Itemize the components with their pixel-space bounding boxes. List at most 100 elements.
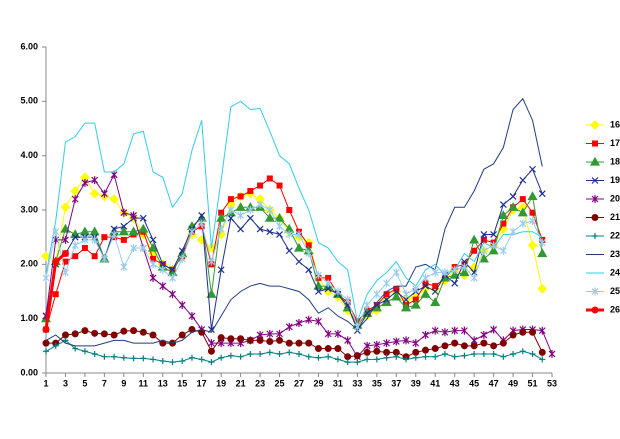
- point: [383, 279, 391, 288]
- x-tick-label: 27: [294, 378, 304, 388]
- point: [344, 336, 352, 345]
- legend-marker: [590, 120, 600, 130]
- legend-label: 25: [610, 286, 620, 296]
- point: [159, 260, 167, 268]
- point: [206, 289, 217, 298]
- point: [120, 354, 127, 361]
- point: [422, 330, 429, 339]
- x-tick-label: 1: [43, 378, 48, 388]
- point: [314, 345, 322, 353]
- point: [519, 176, 527, 184]
- point: [498, 210, 509, 220]
- point: [120, 263, 128, 272]
- point: [422, 346, 429, 354]
- point: [305, 266, 313, 274]
- point: [169, 273, 176, 282]
- point: [217, 266, 225, 274]
- point: [61, 331, 69, 339]
- point: [344, 295, 352, 304]
- point: [235, 202, 246, 211]
- point: [500, 353, 507, 360]
- point: [159, 265, 167, 274]
- point: [100, 254, 108, 263]
- point: [451, 326, 459, 335]
- point: [510, 350, 517, 357]
- point: [324, 279, 332, 288]
- legend-label: 24: [610, 267, 620, 277]
- point: [480, 236, 487, 243]
- point: [538, 326, 546, 335]
- series-line: [45, 177, 543, 330]
- point: [276, 222, 283, 231]
- legend-marker: [591, 287, 599, 296]
- point: [285, 322, 293, 331]
- point: [431, 326, 439, 335]
- point: [383, 354, 390, 361]
- point: [305, 249, 313, 258]
- point: [208, 359, 215, 366]
- point: [295, 258, 303, 266]
- x-tick-label: 35: [372, 378, 382, 388]
- point: [276, 329, 283, 338]
- point: [373, 347, 381, 355]
- point: [227, 352, 234, 359]
- point: [71, 330, 79, 338]
- point: [334, 356, 341, 363]
- point: [169, 359, 176, 366]
- point: [62, 258, 69, 265]
- point: [198, 219, 206, 228]
- point: [412, 348, 420, 356]
- point: [198, 212, 206, 219]
- point: [101, 234, 108, 241]
- point: [420, 289, 431, 298]
- point: [149, 331, 157, 339]
- point: [441, 268, 449, 277]
- point: [118, 226, 129, 236]
- point: [402, 290, 410, 299]
- point: [451, 279, 459, 287]
- point: [111, 353, 118, 360]
- point: [305, 315, 313, 324]
- x-tick-label: 11: [139, 378, 149, 388]
- point: [41, 251, 51, 262]
- point: [139, 244, 147, 253]
- series-line: [45, 194, 543, 327]
- point: [149, 273, 157, 282]
- x-tick-label: 25: [275, 378, 285, 388]
- point: [373, 301, 381, 309]
- point: [71, 195, 79, 204]
- point: [178, 331, 186, 339]
- point: [441, 342, 449, 350]
- point: [70, 186, 81, 196]
- point: [169, 290, 176, 299]
- point: [110, 331, 118, 339]
- point: [91, 235, 99, 244]
- point: [325, 353, 332, 360]
- point: [130, 244, 138, 253]
- point: [499, 339, 507, 347]
- point: [274, 212, 285, 222]
- point: [159, 282, 167, 291]
- point: [480, 330, 488, 339]
- point: [490, 350, 497, 357]
- point: [120, 236, 127, 243]
- point: [169, 266, 176, 274]
- point: [139, 214, 147, 222]
- point: [499, 201, 507, 208]
- point: [266, 228, 274, 236]
- point: [60, 202, 71, 213]
- point: [315, 288, 322, 295]
- point: [527, 191, 538, 201]
- point: [471, 350, 478, 357]
- point: [392, 268, 400, 277]
- point: [480, 246, 488, 255]
- point: [373, 290, 381, 299]
- point: [324, 285, 332, 293]
- point: [383, 291, 390, 298]
- point: [159, 358, 166, 365]
- point: [509, 331, 517, 339]
- point: [451, 265, 459, 274]
- series-line: [46, 328, 543, 358]
- point: [120, 208, 128, 217]
